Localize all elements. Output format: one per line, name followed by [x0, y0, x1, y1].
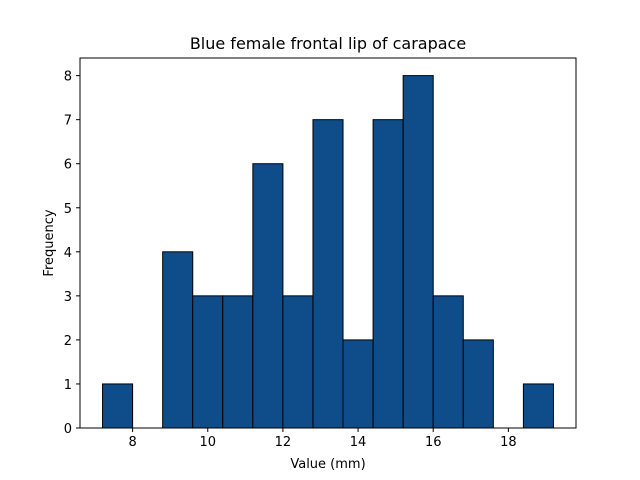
x-tick-label: 16 — [425, 435, 442, 450]
bars-group — [102, 75, 554, 429]
histogram-bar — [402, 75, 434, 429]
x-tick-label: 18 — [500, 435, 517, 450]
histogram-bar — [252, 163, 284, 429]
chart-title: Blue female frontal lip of carapace — [190, 34, 466, 53]
x-axis-ticks: 8 10 12 14 16 18 — [128, 428, 517, 450]
plot-frame — [79, 57, 577, 429]
histogram-bar — [462, 339, 494, 429]
x-tick-label: 8 — [128, 435, 136, 450]
histogram-bar — [192, 295, 224, 429]
histogram-bar — [282, 295, 314, 429]
y-tick-label: 1 — [64, 378, 72, 393]
y-tick-label: 3 — [64, 290, 72, 305]
y-tick-label: 5 — [64, 202, 72, 217]
y-tick-label: 6 — [64, 158, 72, 173]
histogram-bar — [312, 119, 344, 429]
y-tick-label: 8 — [64, 70, 72, 85]
x-tick-label: 10 — [199, 435, 216, 450]
x-axis-label: Value (mm) — [290, 457, 365, 472]
x-tick-label: 14 — [350, 435, 367, 450]
histogram-bar — [162, 251, 194, 429]
x-tick-label: 12 — [275, 435, 292, 450]
y-tick-label: 7 — [64, 114, 72, 129]
y-axis-label: Frequency — [42, 209, 57, 276]
y-tick-label: 2 — [64, 334, 72, 349]
y-tick-label: 0 — [64, 422, 72, 437]
y-axis-ticks: 0 1 2 3 4 5 6 7 8 — [64, 70, 80, 437]
histogram-bar — [522, 383, 554, 429]
histogram-bar — [372, 119, 404, 429]
histogram-bar — [342, 339, 374, 429]
y-tick-label: 4 — [64, 246, 72, 261]
histogram-bar — [102, 383, 134, 429]
histogram-bar — [432, 295, 464, 429]
histogram-bar — [222, 295, 254, 429]
